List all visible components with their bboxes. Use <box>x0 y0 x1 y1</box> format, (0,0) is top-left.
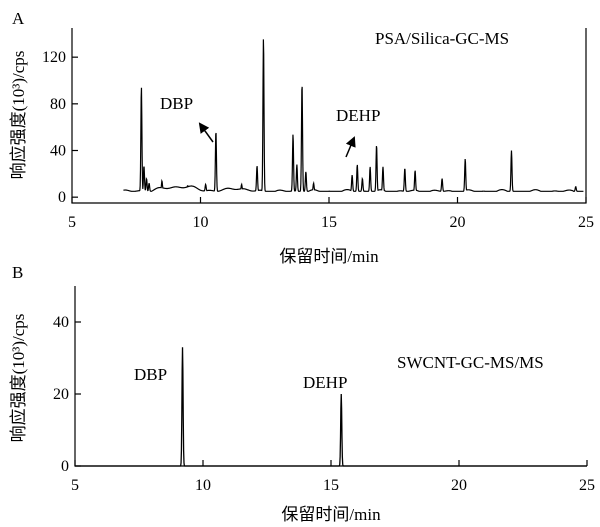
panel-b-x-ticks: 5 10 15 20 25 <box>71 460 595 494</box>
panel-a-dehp-arrow <box>345 136 356 158</box>
panel-b-method-label: SWCNT-GC-MS/MS <box>397 353 544 372</box>
panel-a-dbp-arrow <box>198 122 214 143</box>
y-tick-label: 0 <box>61 458 69 475</box>
panel-a-dehp-label: DEHP <box>336 106 380 125</box>
x-tick-label: 25 <box>578 214 594 231</box>
x-tick-label: 15 <box>321 214 337 231</box>
panel-b-dehp-label: DEHP <box>303 373 347 392</box>
panel-a-trace <box>123 39 584 193</box>
panel-b-letter: B <box>12 263 23 282</box>
panel-a-chart: A 0 40 80 120 5 10 15 20 25 PSA/Silica-GC-MS DB… <box>9 9 594 266</box>
panel-a-x-ticks: 5 10 15 20 25 <box>68 197 594 231</box>
x-tick-label: 10 <box>195 477 211 494</box>
x-tick-label: 10 <box>193 214 209 231</box>
y-tick-label: 120 <box>42 49 66 66</box>
x-tick-label: 20 <box>451 477 467 494</box>
x-tick-label: 15 <box>323 477 339 494</box>
y-tick-label: 40 <box>53 314 69 331</box>
panel-b-dbp-label: DBP <box>134 365 167 384</box>
panel-b-y-ticks: 0 20 40 <box>53 314 81 475</box>
y-tick-label: 80 <box>50 96 66 113</box>
panel-b-x-axis-title: 保留时间/min <box>281 505 381 524</box>
y-tick-label: 40 <box>50 143 66 160</box>
x-tick-label: 25 <box>579 477 595 494</box>
panel-a-x-axis-title: 保留时间/min <box>279 247 379 266</box>
panel-a-letter: A <box>12 9 25 28</box>
panel-a-y-ticks: 0 40 80 120 <box>42 49 78 206</box>
y-tick-label: 0 <box>58 189 66 206</box>
x-tick-label: 5 <box>71 477 79 494</box>
panel-a-method-label: PSA/Silica-GC-MS <box>375 29 509 48</box>
panel-b-chart: B 0 20 40 5 10 15 20 25 SWCNT-GC-MS/MS DBP DEH… <box>9 263 595 524</box>
panel-a-dbp-label: DBP <box>160 94 193 113</box>
panel-a-y-axis-title: 响应强度(10³)/cps <box>9 51 28 180</box>
y-tick-label: 20 <box>53 386 69 403</box>
panel-b-y-axis-title: 响应强度(10³)/cps <box>9 314 28 443</box>
x-tick-label: 5 <box>68 214 76 231</box>
panel-a-axes <box>71 28 587 204</box>
x-tick-label: 20 <box>450 214 466 231</box>
panel-b-trace <box>75 347 587 467</box>
